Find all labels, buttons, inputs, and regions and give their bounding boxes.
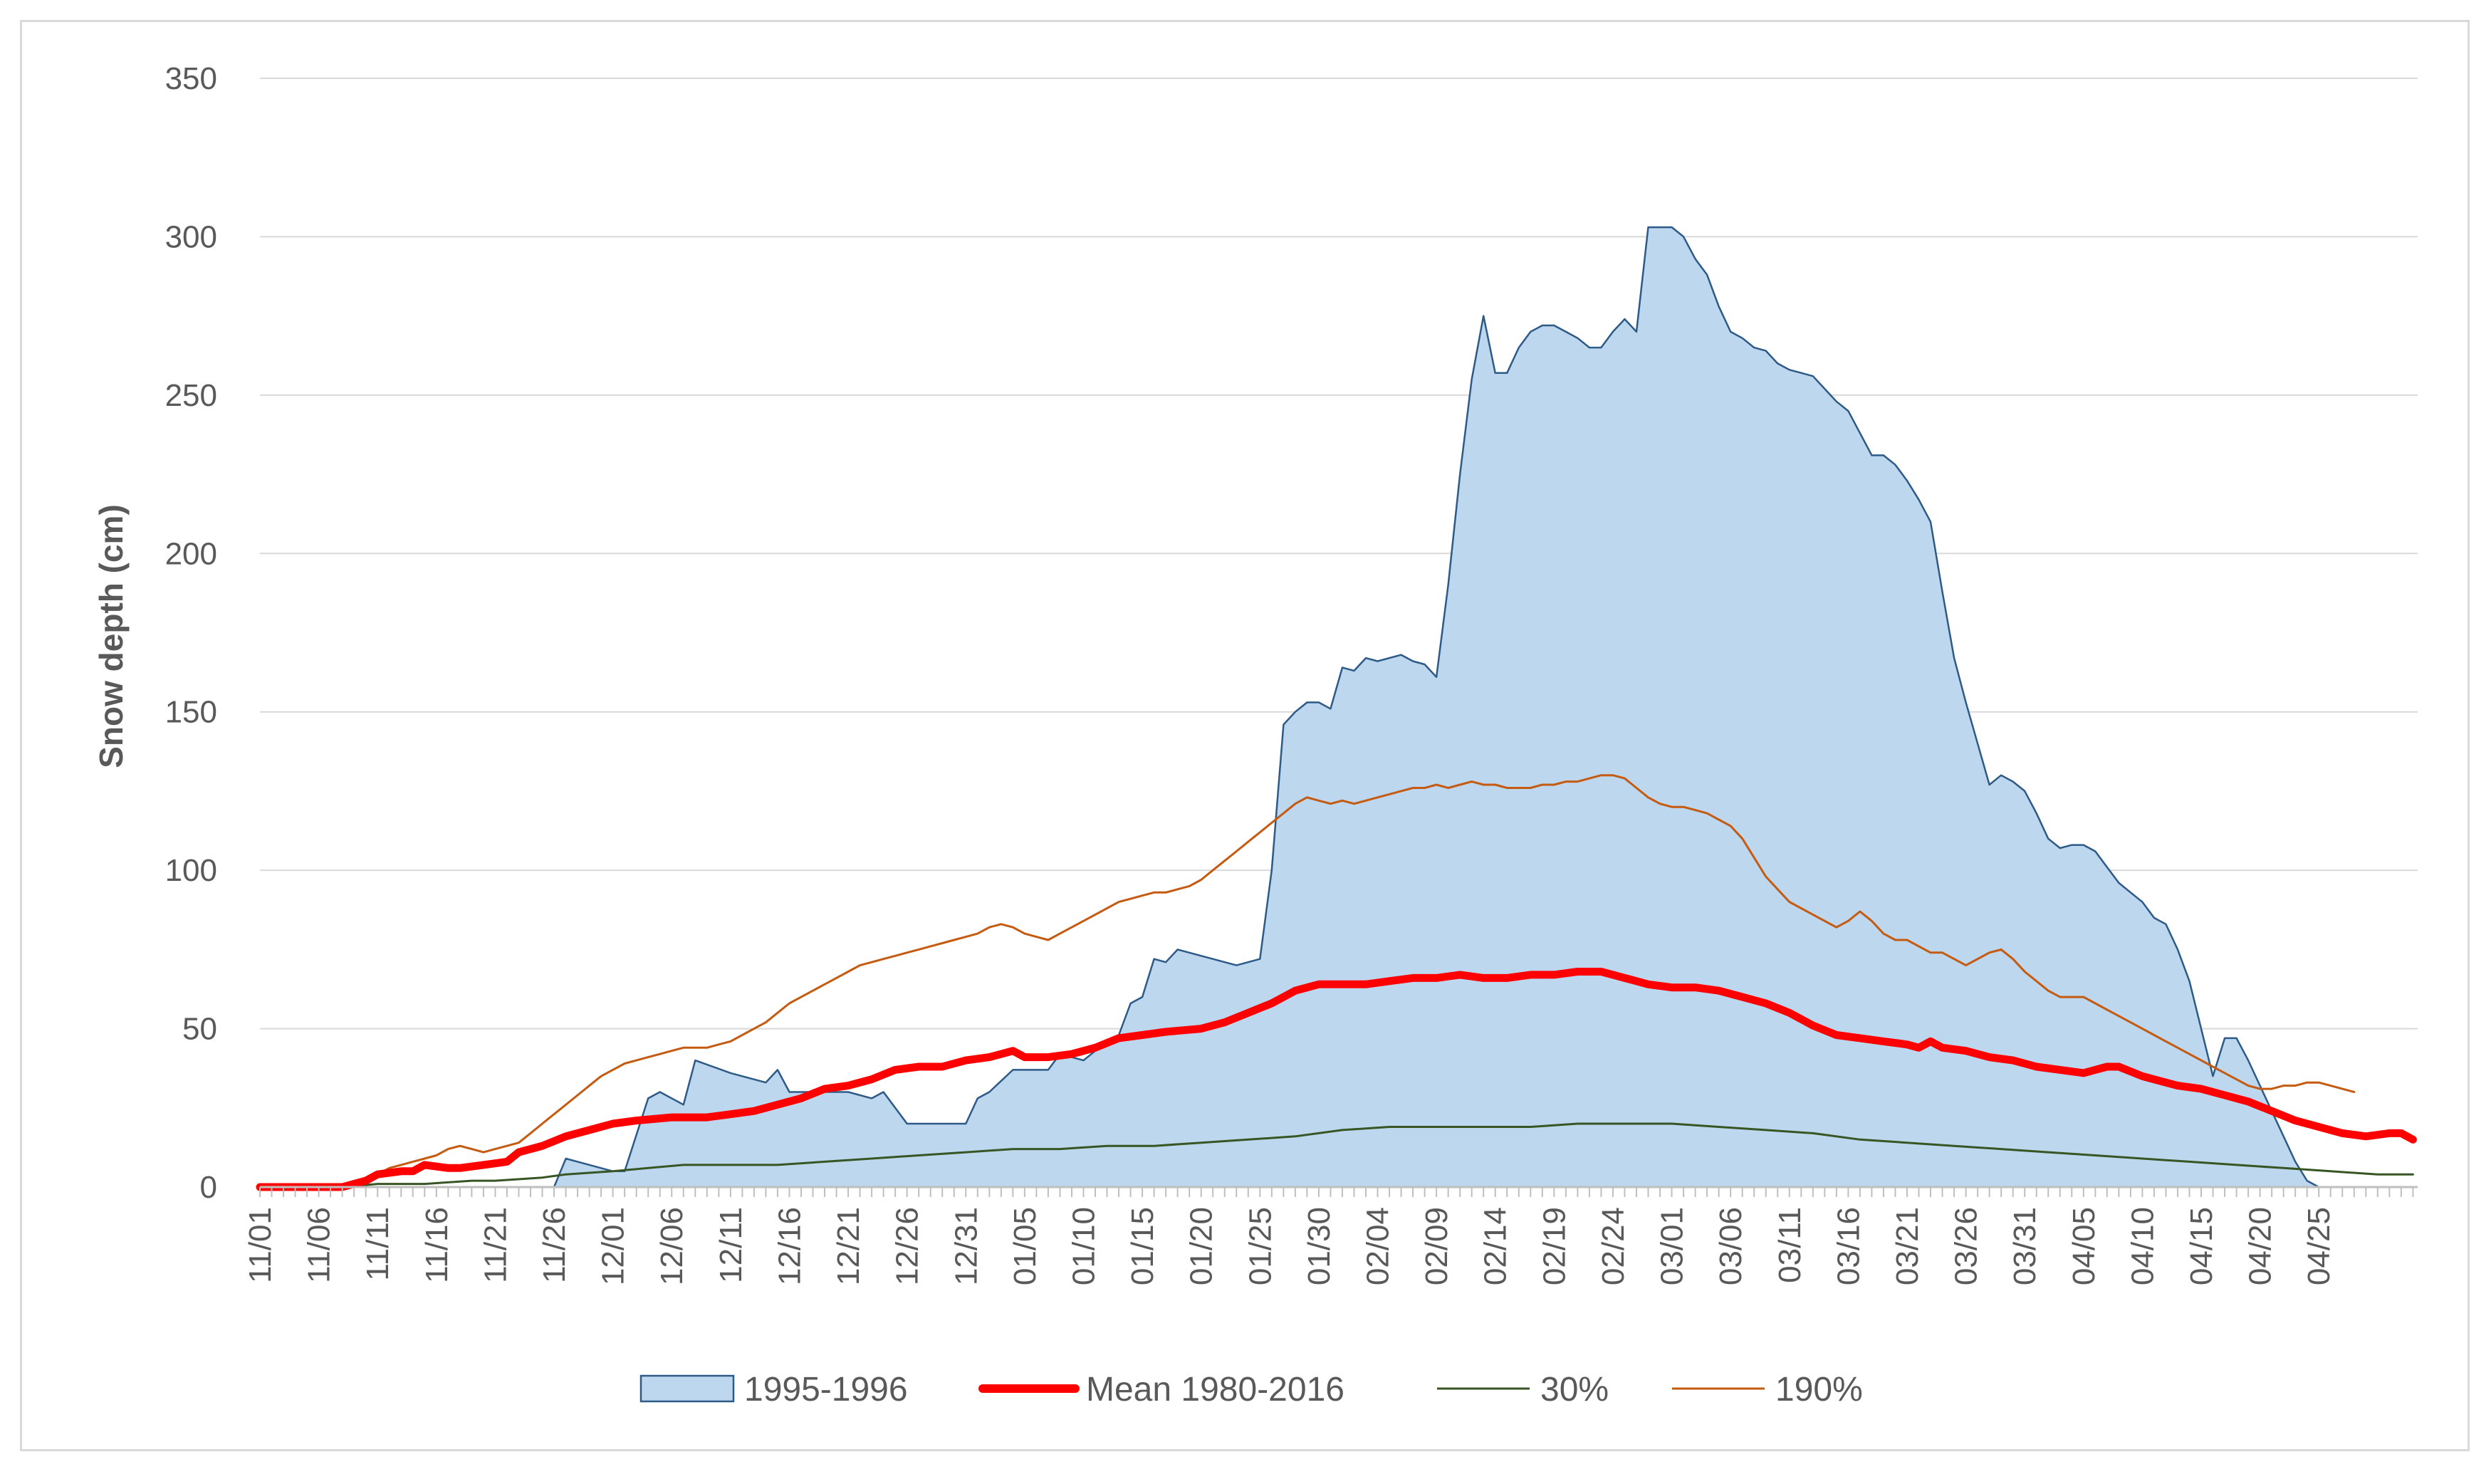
- x-tick-label: 03/01: [1655, 1207, 1690, 1285]
- x-tick-label: 01/15: [1125, 1207, 1160, 1285]
- x-tick-label: 04/05: [2067, 1207, 2101, 1285]
- x-tick-label: 11/16: [419, 1207, 454, 1283]
- y-tick-label: 350: [165, 61, 217, 96]
- legend-label: Mean 1980-2016: [1086, 1371, 1344, 1409]
- series-area-group: [260, 226, 2319, 1188]
- x-tick-label: 12/11: [714, 1207, 748, 1283]
- x-tick-label: 02/14: [1478, 1207, 1513, 1285]
- x-tick-label: 04/15: [2184, 1207, 2219, 1285]
- x-tick-label: 01/05: [1008, 1207, 1043, 1285]
- legend-label: 30%: [1540, 1371, 1609, 1409]
- y-tick-label: 200: [165, 536, 217, 571]
- y-tick-label: 250: [165, 378, 217, 413]
- y-tick-label: 0: [200, 1170, 217, 1205]
- x-tick-label: 03/16: [1831, 1207, 1866, 1285]
- x-tick-labels: 11/01 11/06 11/11 11/16 11/21 11/26 12/01 12/06…: [243, 1207, 2336, 1285]
- x-tick-label: 12/01: [596, 1207, 631, 1285]
- x-tick-label: 11/06: [302, 1207, 337, 1283]
- chart-frame: [20, 20, 2470, 1451]
- x-tick-label: 01/10: [1067, 1207, 1102, 1285]
- legend-label: 190%: [1775, 1371, 1863, 1409]
- x-tick-label: 03/26: [1949, 1207, 1984, 1285]
- x-tick-label: 12/31: [949, 1207, 983, 1285]
- x-tick-label: 03/31: [2007, 1207, 2042, 1285]
- x-tick-label: 12/16: [773, 1207, 808, 1285]
- axes: [259, 1186, 2418, 1197]
- x-tick-label: 11/01: [243, 1207, 278, 1283]
- x-tick-label: 12/06: [654, 1207, 689, 1285]
- x-tick-label: 03/06: [1713, 1207, 1748, 1285]
- x-tick-label: 11/11: [360, 1207, 395, 1281]
- y-tick-label: 150: [165, 695, 217, 730]
- x-tick-label: 02/24: [1596, 1207, 1631, 1285]
- series-lines-group: [256, 774, 2417, 1191]
- y-axis-title: Snow depth (cm): [93, 504, 130, 768]
- x-tick-label: 12/21: [831, 1207, 866, 1285]
- x-tick-label: 12/26: [890, 1207, 925, 1285]
- x-tick-label: 01/20: [1184, 1207, 1219, 1285]
- x-tick-label: 01/30: [1302, 1207, 1337, 1285]
- series-mean-line: [256, 968, 2417, 1191]
- legend-swatch-1995-1996: [639, 1374, 735, 1403]
- y-tick-label: 300: [165, 219, 217, 254]
- x-tick-label: 02/09: [1419, 1207, 1454, 1285]
- series-1995-1996-area: [260, 227, 2319, 1188]
- series-1995-1996-outline: [260, 226, 2319, 1188]
- series-30pct-line: [258, 1122, 2414, 1188]
- x-tick-label: 03/21: [1890, 1207, 1925, 1285]
- x-tick-label: 11/26: [537, 1207, 572, 1283]
- y-tick-label: 100: [165, 853, 217, 888]
- x-tick-label: 02/19: [1537, 1207, 1572, 1285]
- legend-label: 1995-1996: [744, 1371, 908, 1409]
- x-tick-label: 01/25: [1243, 1207, 1278, 1285]
- y-tick-label: 50: [182, 1012, 217, 1047]
- x-tick-label: 11/21: [478, 1207, 513, 1283]
- x-tick-label: 04/10: [2125, 1207, 2160, 1285]
- x-tick-label: 04/20: [2243, 1207, 2278, 1285]
- x-tick-label: 03/11: [1772, 1207, 1807, 1283]
- series-190pct-line: [258, 774, 2356, 1188]
- legend: 1995-1996 Mean 1980-2016 30% 190%: [639, 1371, 1863, 1409]
- x-tick-label: 02/04: [1361, 1207, 1396, 1285]
- y-tick-labels: 0 50 100 150 200 250 300 350: [165, 61, 217, 1205]
- x-tick-label: 04/25: [2302, 1207, 2336, 1285]
